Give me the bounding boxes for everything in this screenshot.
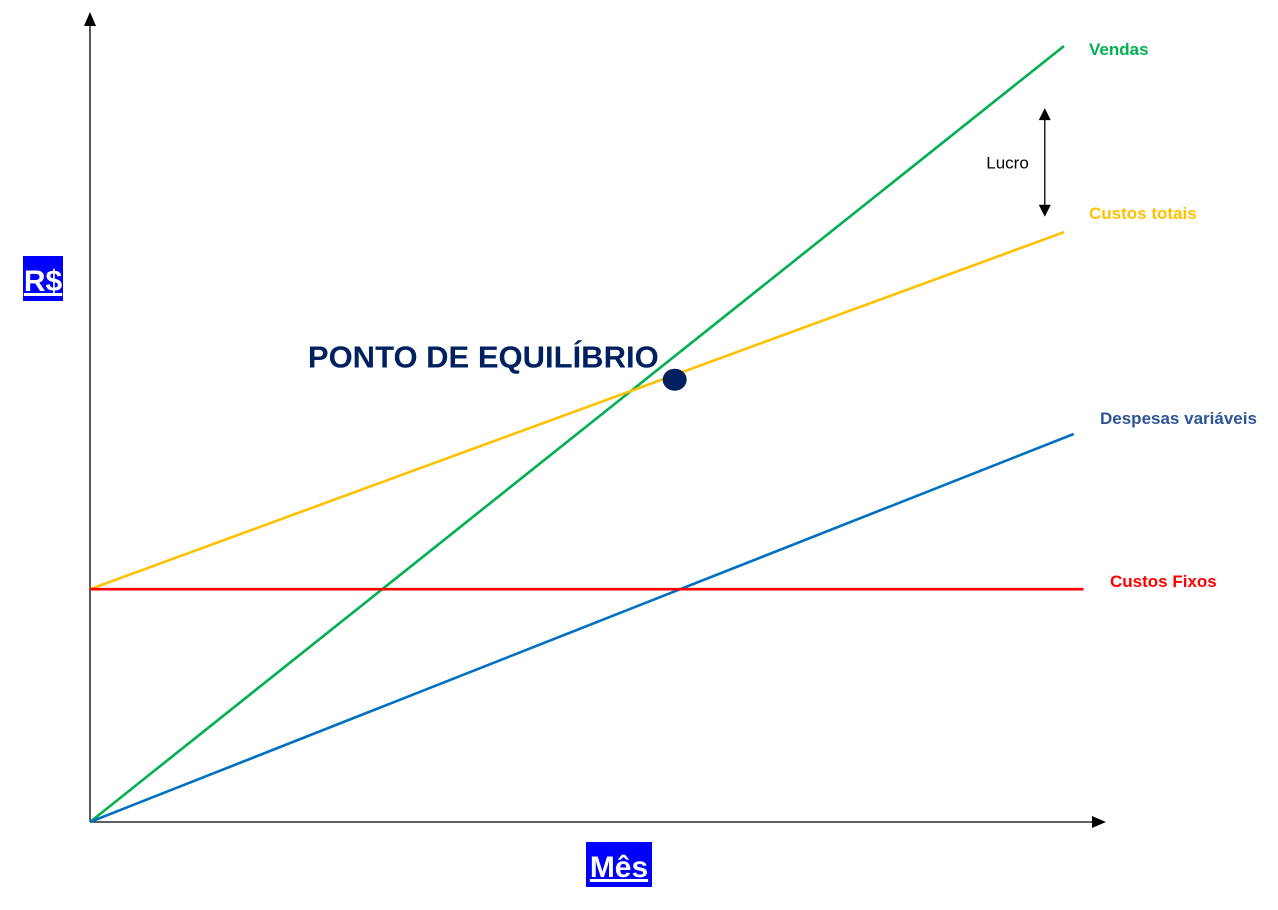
- x-axis-title-background: [586, 842, 652, 887]
- x-axis-arrow-icon: [1092, 816, 1106, 828]
- series-label-custos-fixos: Custos Fixos: [1110, 572, 1217, 591]
- series-line-despesas-vari-veis: [89, 432, 1075, 824]
- y-axis-arrow-icon: [84, 12, 96, 26]
- series-label-custos-totais: Custos totais: [1089, 204, 1197, 223]
- y-axis-title: R$: [24, 265, 63, 298]
- profit-label: Lucro: [986, 153, 1029, 172]
- x-axis-title: Mês: [590, 851, 648, 884]
- series-label-despesas-variaveis: Despesas variáveis: [1100, 409, 1257, 428]
- series-line-vendas: [89, 44, 1065, 824]
- series-line-custos-totais: [89, 230, 1065, 591]
- series-label-vendas: Vendas: [1089, 40, 1149, 59]
- profit-arrow-up-icon: [1038, 108, 1051, 121]
- break-even-label: PONTO DE EQUILÍBRIO: [308, 340, 659, 375]
- profit-arrow-down-icon: [1038, 204, 1051, 217]
- break-even-point: [662, 368, 687, 391]
- series-lines: [89, 44, 1084, 824]
- y-axis-title-background: [23, 256, 63, 301]
